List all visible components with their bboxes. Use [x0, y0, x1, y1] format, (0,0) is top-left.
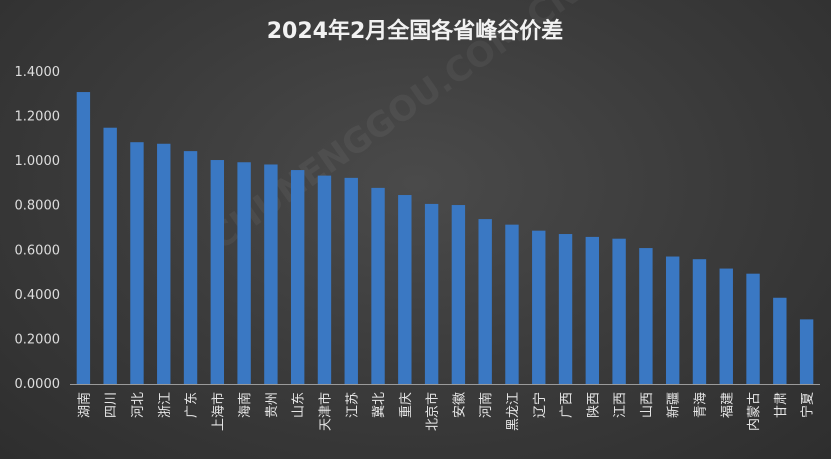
y-tick-label: 0.6000	[15, 243, 61, 258]
x-category-label: 山东	[292, 392, 307, 418]
y-tick-label: 1.4000	[15, 65, 61, 80]
x-category-label: 四川	[104, 392, 119, 418]
bar-24	[692, 259, 707, 384]
bar-27	[773, 297, 787, 384]
x-category-label: 贵州	[265, 392, 280, 418]
y-tick-label: 0.8000	[15, 199, 61, 214]
x-category-label: 天津市	[317, 392, 333, 431]
bar-6	[210, 160, 225, 384]
x-category-label: 河北	[131, 392, 146, 418]
y-tick-label: 1.0000	[15, 154, 61, 169]
x-category-label: 江苏	[344, 392, 360, 418]
bar-14	[424, 203, 439, 384]
x-category-label: 海南	[237, 392, 253, 418]
bar-1	[76, 92, 91, 385]
x-category-label: 重庆	[398, 392, 414, 418]
bar-19	[558, 234, 573, 384]
x-category-label: 内蒙古	[746, 392, 762, 431]
bar-28	[799, 319, 814, 384]
x-category-label: 福建	[720, 392, 735, 418]
bar-7	[237, 162, 251, 384]
x-category-label: 河南	[478, 392, 494, 418]
x-category-label: 陕西	[586, 392, 601, 418]
x-category-label: 山西	[640, 392, 655, 418]
bar-3	[130, 142, 144, 384]
bar-21	[612, 238, 626, 384]
bar-22	[639, 248, 653, 384]
x-category-label: 浙江	[158, 392, 173, 418]
y-tick-label: 0.2000	[15, 332, 61, 347]
x-category-label: 上海市	[210, 392, 226, 431]
bar-20	[585, 236, 600, 384]
x-category-label: 北京市	[425, 392, 441, 431]
bars	[76, 92, 814, 385]
bar-23	[665, 256, 680, 384]
bar-18	[532, 230, 546, 384]
bar-9	[290, 170, 305, 384]
x-axis: 湖南 四川 河北 浙江 广东 上海市 海南 贵州 山东 天津市 江苏 冀北 重庆 北京市 安徽 河南 黑龙江 辽宁…	[70, 384, 820, 431]
bar-26	[746, 273, 760, 384]
chart-title: 2024年2月全国各省峰谷价差	[267, 18, 564, 44]
x-category-label: 青海	[693, 392, 708, 418]
y-axis: 0.0000 0.2000 0.4000 0.6000 0.8000 1.0000 1.20…	[15, 65, 61, 392]
x-category-label: 新疆	[666, 392, 682, 418]
bar-25	[719, 268, 733, 384]
x-category-label: 冀北	[371, 392, 387, 418]
x-category-label: 安徽	[452, 392, 467, 418]
bar-17	[505, 224, 519, 384]
x-category-label: 广西	[560, 392, 575, 418]
bar-4	[157, 143, 171, 384]
bar-5	[183, 151, 198, 384]
x-category-label: 辽宁	[532, 392, 548, 418]
bar-10	[317, 175, 332, 384]
y-tick-label: 0.0000	[15, 377, 61, 392]
bar-12	[371, 187, 385, 384]
bar-11	[344, 177, 358, 384]
bar-15	[451, 205, 466, 384]
bar-2	[103, 127, 117, 384]
x-category-label: 宁夏	[800, 392, 816, 418]
x-category-label: 黑龙江	[506, 392, 521, 431]
x-category-label: 江西	[613, 392, 628, 418]
x-category-label: 甘肃	[774, 392, 789, 418]
bar-8	[264, 164, 278, 384]
x-category-label: 湖南	[76, 392, 92, 418]
bar-16	[478, 219, 492, 384]
x-category-label: 广东	[185, 392, 200, 418]
y-tick-label: 0.4000	[15, 288, 61, 303]
bar-13	[398, 195, 412, 384]
y-tick-label: 1.2000	[15, 110, 61, 125]
